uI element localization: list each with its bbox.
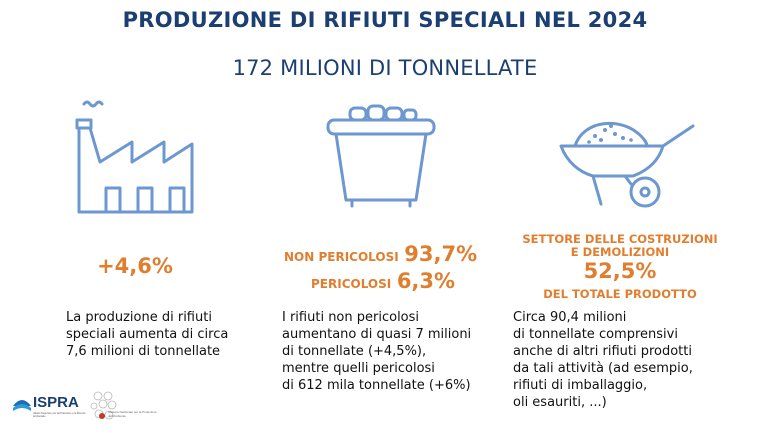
hazardous-row: PERICOLOSI 6,3% xyxy=(311,269,471,293)
description-line: mentre quelli pericolosi xyxy=(282,361,435,376)
ispra-logo-mark xyxy=(13,400,31,411)
description-line: da tali attività (ad esempio, xyxy=(513,361,693,376)
description-line: di 612 mila tonnellate (+6%) xyxy=(282,378,471,393)
production-description: La produzione di rifiuti speciali aument… xyxy=(66,309,266,360)
stat-caption: DEL TOTALE PRODOTTO xyxy=(543,287,697,301)
snpa-logo-text: Sistema Nazionale per la Protezione dell… xyxy=(108,410,157,418)
description-line: aumentano di quasi 7 milioni xyxy=(282,327,472,342)
description-line: speciali aumenta di circa xyxy=(66,327,229,342)
ispra-logo-name: ISPRA xyxy=(33,394,79,411)
waste-type-description: I rifiuti non pericolosi aumentano di qu… xyxy=(282,309,502,394)
non-hazardous-value: 93,7% xyxy=(404,242,478,266)
description-line: 7,6 milioni di tonnellate xyxy=(66,344,221,359)
production-growth-stat: +4,6% xyxy=(97,254,173,278)
construction-share-stat: 52,5% xyxy=(583,259,657,283)
snpa-logo-mark xyxy=(90,391,117,420)
description-line: rifiuti di imballaggio, xyxy=(513,378,648,393)
wheelbarrow-icon xyxy=(559,121,695,208)
hazardous-label: PERICOLOSI xyxy=(311,277,392,291)
non-hazardous-label: NON PERICOLOSI xyxy=(284,250,399,264)
construction-description: Circa 90,4 milioni di tonnellate compren… xyxy=(513,309,753,411)
description-line: di tonnellate comprensivi xyxy=(513,327,678,342)
description-line: I rifiuti non pericolosi xyxy=(282,310,420,325)
sector-label: SETTORE DELLE COSTRUZIONI E DEMOLIZIONI xyxy=(510,233,730,259)
non-hazardous-row: NON PERICOLOSI 93,7% xyxy=(284,242,494,266)
ispra-logo: ISPRA Istituto Superiore per la Protezio… xyxy=(12,394,94,424)
description-line: Circa 90,4 milioni xyxy=(513,310,627,325)
waste-container-icon xyxy=(326,104,436,208)
sector-label-line: E DEMOLIZIONI xyxy=(570,245,670,259)
page-title: PRODUZIONE DI RIFIUTI SPECIALI NEL 2024 xyxy=(122,8,648,32)
factory-icon xyxy=(75,100,194,214)
ispra-logo-tagline: Istituto Superiore per la Protezione e l… xyxy=(33,412,86,418)
description-line: La produzione di rifiuti xyxy=(66,310,212,325)
snpa-logo: Sistema Nazionale per la Protezione dell… xyxy=(90,390,166,426)
hazardous-value: 6,3% xyxy=(396,269,456,293)
page-subtitle: 172 MILIONI DI TONNELLATE xyxy=(232,56,538,80)
description-line: anche di altri rifiuti prodotti xyxy=(513,344,692,359)
description-line: oli esauriti, ...) xyxy=(513,395,607,410)
description-line: di tonnellate (+4,5%), xyxy=(282,344,427,359)
sector-label-line: SETTORE DELLE COSTRUZIONI xyxy=(522,232,718,246)
